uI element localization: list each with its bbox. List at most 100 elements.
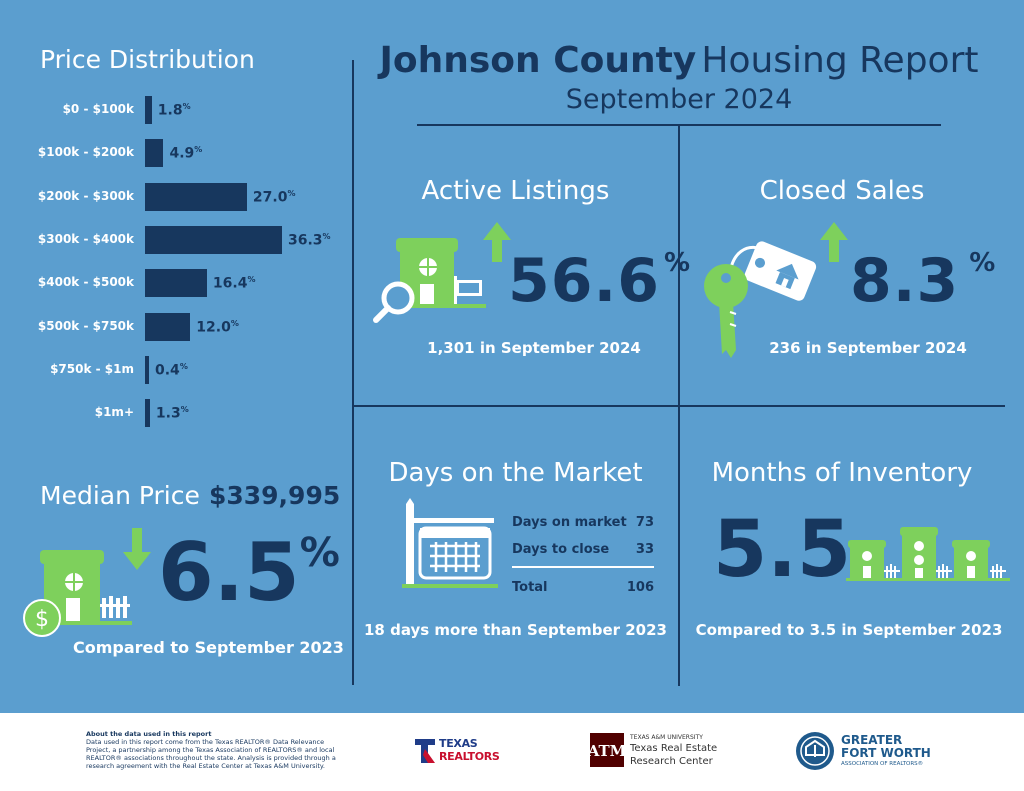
bar-value-label: 4.9% (169, 145, 202, 162)
about-text: Data used in this report come from the T… (86, 738, 336, 770)
median-comparison: Compared to September 2023 (73, 638, 344, 657)
key-tag-icon (704, 241, 817, 358)
middle-divider (352, 405, 1005, 407)
bar-value-number: 16.4 (212, 275, 248, 292)
price-distribution-title: Price Distribution (40, 45, 255, 74)
bar (145, 312, 191, 341)
texas-realtors-line1: TEXAS (439, 737, 478, 750)
bar-value-unit: % (322, 231, 331, 241)
days-comparison: 18 days more than September 2023 (364, 621, 667, 639)
tamu-mark-icon: ATM (590, 733, 624, 767)
bar (145, 96, 152, 124)
tamu-line1: Texas Real Estate (630, 743, 718, 754)
svg-text:ATM: ATM (590, 742, 624, 760)
down-arrow-icon (123, 528, 151, 570)
months-inventory-value: 5.5 (713, 505, 852, 595)
gfw-logo: GREATER FORT WORTH ASSOCIATION OF REALTO… (795, 731, 955, 775)
total-label: Total (512, 580, 548, 595)
bar-category-label: $1m+ (94, 405, 134, 420)
texas-realtors-line2: REALTORS (439, 750, 500, 763)
report-date: September 2024 (565, 84, 793, 115)
about-heading: About the data used in this report (86, 730, 212, 738)
months-inventory-title: Months of Inventory (711, 458, 973, 488)
calendar-sign-icon (402, 498, 498, 588)
days-to-close-value: 33 (635, 542, 654, 557)
gfw-seal-icon (796, 732, 834, 770)
bar-category-label: $200k - $300k (37, 188, 134, 203)
days-on-market-title: Days on the Market (388, 458, 643, 488)
tamu-university: TEXAS A&M UNIVERSITY (630, 734, 703, 741)
bar-category-label: $750k - $1m (50, 361, 134, 376)
closed-change-value: 8.3 (850, 246, 960, 316)
active-change-value: 56.6 (508, 246, 661, 316)
gfw-line1: GREATER (841, 733, 903, 747)
gfw-line2: FORT WORTH (841, 746, 931, 760)
bar-value-unit: % (247, 275, 256, 285)
closed-sales-detail: 236 in September 2024 (769, 339, 967, 357)
bar-value-number: 36.3 (288, 232, 323, 249)
bar-category-label: $300k - $400k (37, 231, 134, 246)
svg-text:$: $ (35, 607, 49, 632)
houses-row-icon (846, 527, 1010, 581)
report-panel: Johnson County Housing Report September … (0, 0, 1024, 713)
bar-category-label: $100k - $200k (37, 145, 134, 160)
median-price-change: 6.5% (158, 528, 340, 640)
bar (145, 225, 282, 254)
report-title: Johnson County Housing Report (353, 40, 1005, 81)
days-on-market-label: Days on market (512, 515, 627, 530)
bar-value-label: 36.3% (288, 232, 331, 249)
header-divider (417, 124, 941, 126)
bar (145, 399, 150, 428)
tamu-logo: ATM TEXAS A&M UNIVERSITY Texas Real Esta… (590, 733, 730, 773)
active-change-unit: % (664, 248, 691, 278)
house-search-icon (373, 238, 486, 323)
up-arrow-icon (483, 222, 511, 262)
bar-value-number: 1.8 (157, 102, 183, 119)
median-change-unit: % (299, 530, 340, 576)
closed-change-unit: % (969, 248, 996, 278)
title-county: Johnson County (379, 40, 697, 81)
active-listings-title: Active Listings (421, 176, 610, 206)
median-price-label: Median Price (40, 481, 200, 510)
tamu-line2: Research Center (630, 756, 713, 767)
bar-value-unit: % (180, 405, 189, 415)
closed-sales-title: Closed Sales (759, 176, 925, 206)
bar-value-label: 1.8% (158, 102, 191, 119)
title-report: Housing Report (701, 40, 979, 81)
bar (145, 139, 164, 168)
bar-category-label: $500k - $750k (37, 318, 134, 333)
left-divider (352, 60, 354, 685)
bar-value-number: 4.9 (169, 145, 195, 162)
texas-realtors-logo: TEXAS REALTORS (413, 737, 513, 767)
active-listings-detail: 1,301 in September 2024 (427, 339, 641, 357)
total-value: 106 (626, 580, 654, 595)
median-price-value: $339,995 (208, 481, 341, 510)
median-change-value: 6.5 (158, 526, 300, 619)
bar-value-label: 1.3% (156, 405, 189, 422)
median-price-heading: Median Price $339,995 (40, 481, 340, 510)
days-to-close-label: Days to close (512, 542, 610, 557)
bar-value-number: 0.4 (155, 362, 180, 379)
bar-value-number: 12.0 (196, 319, 231, 336)
bar-value-number: 1.3 (155, 405, 181, 422)
texas-realtors-mark-icon (415, 739, 435, 763)
bar-value-label: 12.0% (196, 319, 239, 336)
gfw-line3: ASSOCIATION OF REALTORS® (841, 761, 924, 767)
bar-value-unit: % (182, 102, 191, 111)
bar-value-label: 27.0% (253, 189, 296, 206)
bar-value-unit: % (179, 361, 188, 371)
bar (145, 355, 149, 384)
bar-value-unit: % (287, 188, 296, 198)
bar-value-label: 0.4% (155, 362, 188, 379)
bar-value-unit: % (230, 318, 239, 328)
bar-value-unit: % (194, 145, 203, 155)
bar (145, 269, 207, 298)
total-divider (512, 566, 654, 568)
house-dollar-icon: $ (23, 550, 132, 637)
up-arrow-icon (820, 222, 848, 262)
closed-sales-change: 8.3% (850, 246, 995, 331)
days-on-market-value: 73 (635, 515, 654, 530)
bar-category-label: $400k - $500k (37, 275, 134, 290)
bar-value-label: 16.4% (213, 275, 256, 292)
footer: About the data used in this report Data … (0, 713, 1024, 791)
